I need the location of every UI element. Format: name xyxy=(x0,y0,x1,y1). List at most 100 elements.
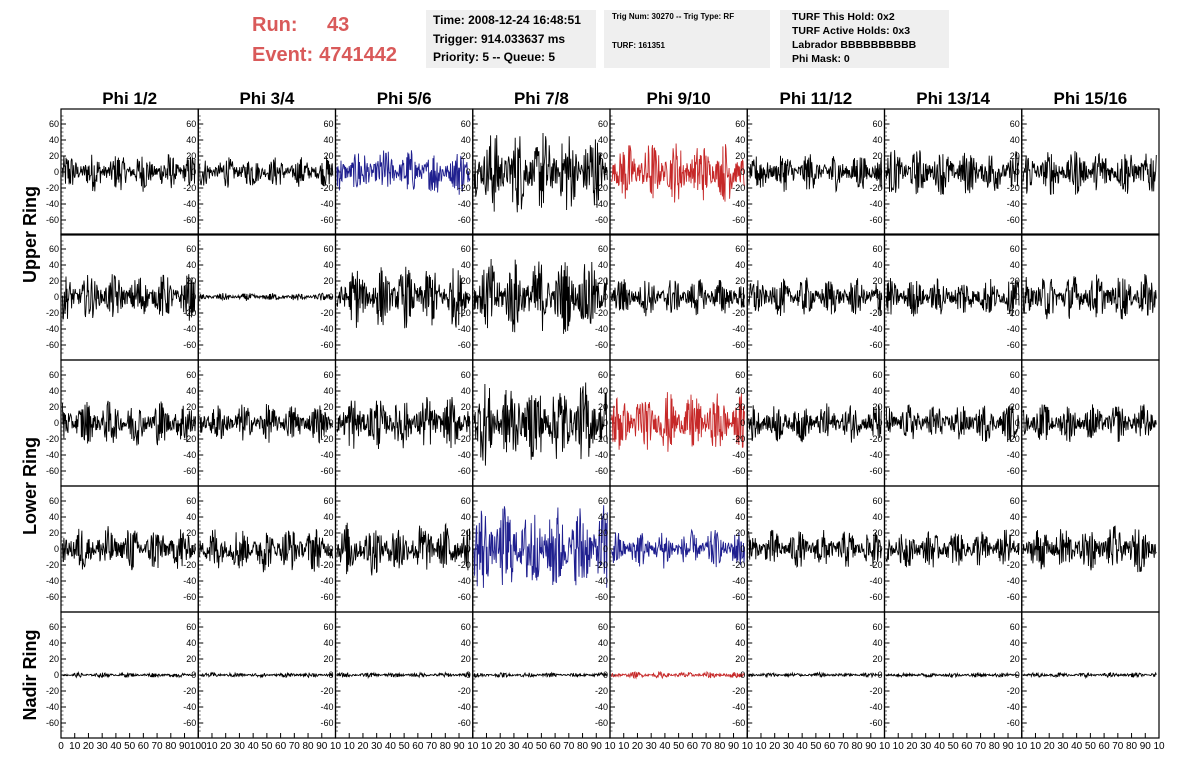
y-tick-label: 0 xyxy=(466,670,471,680)
y-tick-label: 20 xyxy=(186,654,196,664)
y-tick-label: -20 xyxy=(458,183,471,193)
y-tick-label: 60 xyxy=(1010,370,1020,380)
y-tick-label: 60 xyxy=(49,119,59,129)
waveform-trace xyxy=(885,671,1020,679)
x-tick-label: 80 xyxy=(851,741,863,752)
column-header: Phi 7/8 xyxy=(514,89,569,108)
x-tick-label: 90 xyxy=(591,741,603,752)
y-tick-label: -40 xyxy=(1007,199,1020,209)
waveform-trace xyxy=(199,292,333,302)
y-tick-label: -60 xyxy=(1007,718,1020,728)
x-tick-label: 10 xyxy=(1030,741,1042,752)
y-tick-label: -20 xyxy=(183,434,196,444)
waveform-trace xyxy=(336,671,471,680)
x-tick-label: 40 xyxy=(1071,741,1083,752)
y-tick-label: 20 xyxy=(1010,276,1020,286)
y-tick-label: 20 xyxy=(735,654,745,664)
x-tick-label: 80 xyxy=(577,741,589,752)
column-header: Phi 15/16 xyxy=(1054,89,1128,108)
y-tick-label: -60 xyxy=(595,592,608,602)
y-tick-label: 20 xyxy=(872,654,882,664)
event-value: 4741442 xyxy=(319,44,397,66)
x-tick-label: 30 xyxy=(783,741,795,752)
y-tick-label: 40 xyxy=(49,638,59,648)
waveform-trace xyxy=(1023,671,1157,680)
y-tick-label: 60 xyxy=(461,119,471,129)
y-tick-label: 0 xyxy=(877,418,882,428)
x-tick-label: 50 xyxy=(124,741,136,752)
y-tick-label: -60 xyxy=(595,340,608,350)
waveform-trace xyxy=(336,522,471,576)
y-tick-label: 40 xyxy=(49,386,59,396)
y-tick-label: 0 xyxy=(603,418,608,428)
y-tick-label: 20 xyxy=(323,151,333,161)
trigger-text: Trigger: 914.033637 ms xyxy=(433,31,566,46)
y-tick-label: 40 xyxy=(186,638,196,648)
y-tick-label: 0 xyxy=(1015,418,1020,428)
y-tick-label: 40 xyxy=(1010,512,1020,522)
y-tick-label: -20 xyxy=(869,308,882,318)
waveform-trace xyxy=(748,403,883,443)
x-tick-label: 10 xyxy=(893,741,905,752)
y-tick-label: -20 xyxy=(46,434,59,444)
y-tick-label: -20 xyxy=(320,560,333,570)
waveform-trace xyxy=(473,505,608,588)
turf-active-text: TURF Active Holds: 0x3 xyxy=(792,25,911,37)
y-tick-label: 40 xyxy=(1010,638,1020,648)
y-tick-label: -40 xyxy=(595,702,608,712)
y-tick-label: 60 xyxy=(49,496,59,506)
y-tick-label: 20 xyxy=(186,151,196,161)
y-tick-label: 60 xyxy=(735,622,745,632)
x-tick-label: 20 xyxy=(83,741,95,752)
y-tick-label: 20 xyxy=(872,402,882,412)
x-tick-label: 80 xyxy=(440,741,452,752)
y-tick-label: 0 xyxy=(54,292,59,302)
x-tick-label: 10 xyxy=(1016,741,1028,752)
y-tick-label: -40 xyxy=(183,199,196,209)
y-tick-label: -20 xyxy=(46,560,59,570)
x-tick-label: 100 xyxy=(190,741,207,752)
y-tick-label: 20 xyxy=(461,276,471,286)
y-tick-label: -40 xyxy=(595,199,608,209)
x-tick-label: 70 xyxy=(152,741,164,752)
y-tick-label: 0 xyxy=(740,544,745,554)
waveform-trace xyxy=(61,526,196,571)
x-tick-label: 40 xyxy=(385,741,397,752)
y-tick-label: -40 xyxy=(595,576,608,586)
y-tick-label: 60 xyxy=(323,119,333,129)
event-label: Event: xyxy=(252,44,314,66)
y-tick-label: -40 xyxy=(732,324,745,334)
y-tick-label: 40 xyxy=(461,135,471,145)
y-tick-label: -40 xyxy=(595,450,608,460)
x-tick-label: 80 xyxy=(1126,741,1138,752)
y-tick-label: -60 xyxy=(595,466,608,476)
y-tick-label: 0 xyxy=(877,167,882,177)
y-tick-label: 0 xyxy=(466,418,471,428)
y-tick-label: 20 xyxy=(49,276,59,286)
x-tick-label: 60 xyxy=(687,741,699,752)
y-tick-label: -40 xyxy=(320,199,333,209)
y-tick-label: -60 xyxy=(183,718,196,728)
x-tick-label: 30 xyxy=(508,741,520,752)
y-tick-label: 60 xyxy=(872,370,882,380)
y-tick-label: -20 xyxy=(595,686,608,696)
y-tick-label: 0 xyxy=(328,544,333,554)
y-tick-label: -20 xyxy=(46,183,59,193)
y-tick-label: -60 xyxy=(869,215,882,225)
waveform-trace xyxy=(885,529,1020,568)
y-tick-label: 20 xyxy=(1010,528,1020,538)
waveform-trace xyxy=(61,154,196,192)
y-tick-label: 20 xyxy=(1010,151,1020,161)
y-tick-label: -20 xyxy=(1007,434,1020,444)
y-tick-label: -60 xyxy=(183,215,196,225)
y-tick-label: -60 xyxy=(1007,215,1020,225)
column-header: Phi 11/12 xyxy=(779,89,852,108)
y-tick-label: -40 xyxy=(320,324,333,334)
y-tick-label: -20 xyxy=(595,308,608,318)
y-tick-label: -20 xyxy=(1007,183,1020,193)
y-tick-label: 60 xyxy=(323,622,333,632)
x-tick-label: 10 xyxy=(330,741,342,752)
x-tick-label: 90 xyxy=(1002,741,1014,752)
y-tick-label: 20 xyxy=(186,402,196,412)
x-tick-label: 70 xyxy=(975,741,987,752)
